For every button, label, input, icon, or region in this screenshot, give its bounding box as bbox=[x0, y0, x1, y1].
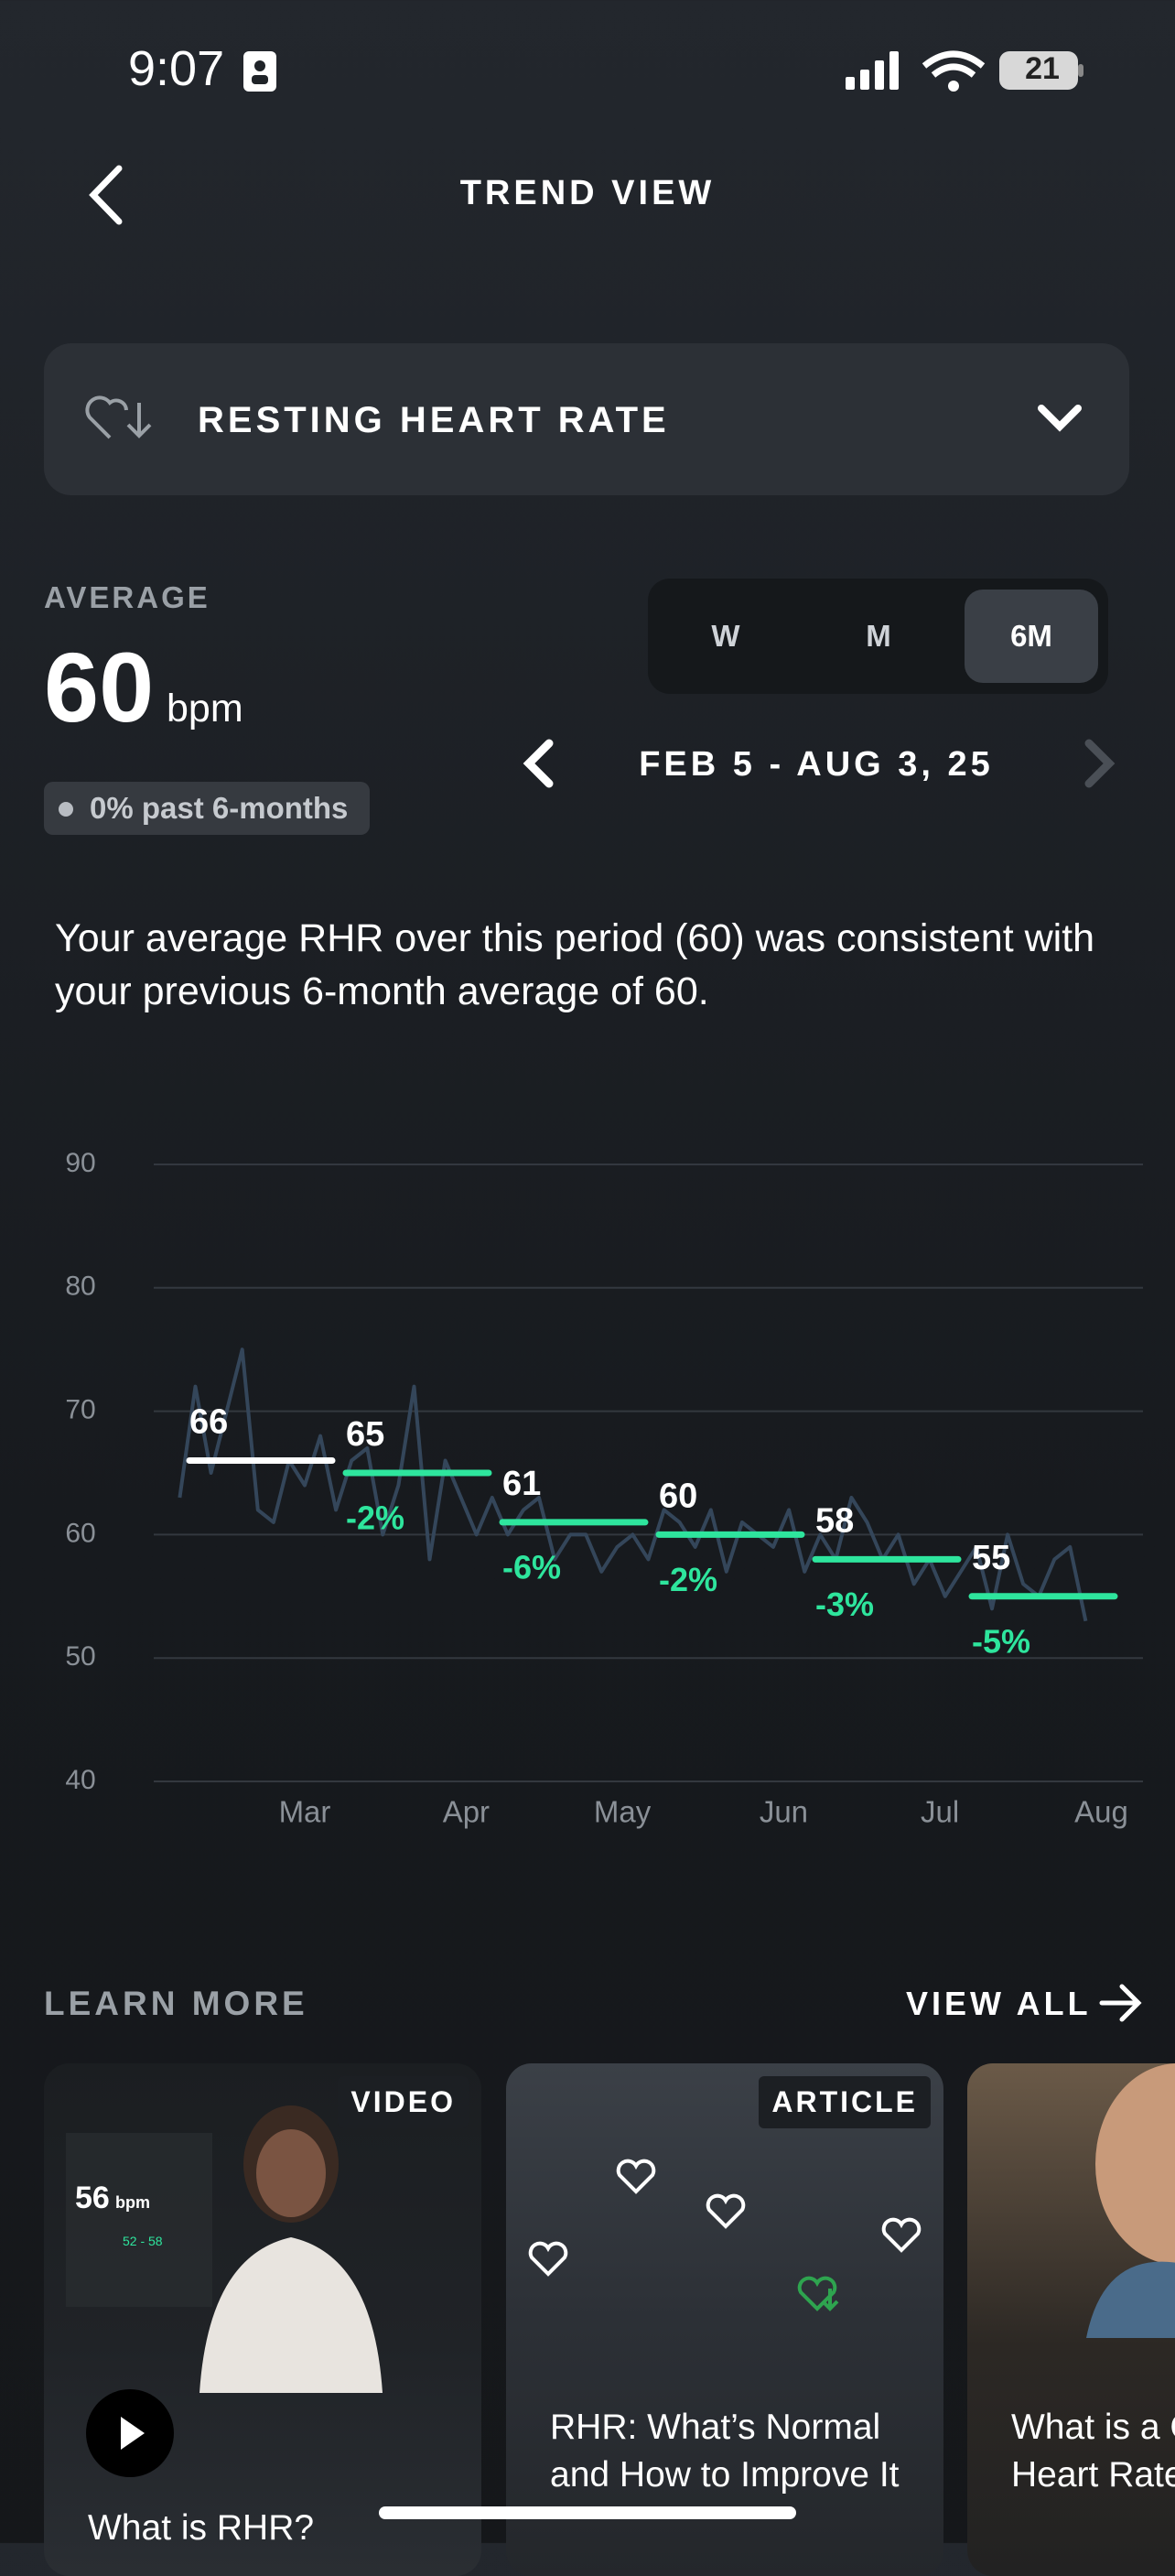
change-pill bbox=[44, 782, 370, 835]
battery-level: 21 bbox=[1025, 51, 1060, 86]
video-thumbnail bbox=[66, 2105, 383, 2393]
date-range: FEB 5 - AUG 3, 25 bbox=[639, 745, 994, 784]
average-label: 66 bbox=[189, 1403, 228, 1442]
next-range[interactable] bbox=[1080, 738, 1120, 789]
range-tab[interactable]: M bbox=[866, 619, 891, 653]
status-icons bbox=[846, 50, 1083, 92]
summary: Your average RHR over this period (60) w… bbox=[55, 916, 1095, 1013]
article-thumbnail bbox=[1086, 2063, 1175, 2338]
thumb-value: 56 bbox=[75, 2181, 110, 2215]
video-card[interactable]: 56 bpm 52 - 58 VIDEO What is RHR? bbox=[44, 2063, 481, 2576]
change-label: -2% bbox=[659, 1561, 717, 1598]
range-tabs: W M 6M bbox=[648, 579, 1108, 694]
status-time: 9:07 bbox=[128, 41, 225, 96]
thumb-range: 52 - 58 bbox=[123, 2234, 163, 2248]
x-tick-label: Jul bbox=[921, 1795, 959, 1829]
metric-label: RESTING HEART RATE bbox=[198, 400, 670, 440]
change-label: -5% bbox=[972, 1622, 1030, 1660]
change-label: -2% bbox=[346, 1499, 404, 1537]
y-tick-label: 90 bbox=[65, 1148, 95, 1178]
range-tab[interactable]: W bbox=[711, 619, 740, 653]
y-tick-label: 40 bbox=[65, 1765, 95, 1795]
page-title: TREND VIEW bbox=[459, 174, 716, 212]
change-label: -3% bbox=[815, 1586, 874, 1623]
home-indicator bbox=[379, 2506, 796, 2519]
daily-line bbox=[178, 1348, 1088, 1622]
average-label: 58 bbox=[815, 1501, 854, 1540]
back-button[interactable] bbox=[84, 163, 126, 227]
prev-range[interactable] bbox=[518, 738, 558, 789]
y-tick-label: 80 bbox=[65, 1272, 95, 1302]
card-title: What is a Good Resting Heart Rate by Age… bbox=[1011, 2408, 1175, 2495]
average-label: 65 bbox=[346, 1415, 384, 1454]
x-tick-label: Aug bbox=[1074, 1795, 1128, 1829]
thumb-unit: bpm bbox=[115, 2193, 150, 2212]
average-value: 60 bbox=[44, 632, 155, 742]
card-title: What is RHR? bbox=[88, 2508, 315, 2548]
learn-more-title: LEARN MORE bbox=[44, 1985, 308, 2022]
average-label: 61 bbox=[502, 1465, 541, 1503]
range-tab[interactable]: 6M bbox=[965, 590, 1098, 683]
view-all-arrow bbox=[1099, 1984, 1142, 2022]
article-card[interactable]: What is a Good Resting Heart Rate by Age… bbox=[967, 2063, 1175, 2576]
x-tick-label: Jun bbox=[760, 1795, 808, 1829]
card-tag: ARTICLE bbox=[759, 2076, 931, 2128]
x-tick-label: May bbox=[594, 1795, 652, 1829]
x-tick-label: Apr bbox=[443, 1795, 490, 1829]
x-tick-label: Mar bbox=[279, 1795, 331, 1829]
card-tag: VIDEO bbox=[338, 2076, 469, 2128]
article-card[interactable]: ARTICLE RHR: What’s Normal and How to Im… bbox=[506, 2063, 943, 2576]
y-tick-label: 60 bbox=[65, 1518, 95, 1548]
view-all[interactable]: VIEW ALL bbox=[906, 1985, 1092, 2022]
article-thumbnail bbox=[528, 2159, 922, 2311]
card-title: RHR: What’s Normal and How to Improve It bbox=[550, 2408, 900, 2495]
play-button[interactable] bbox=[86, 2389, 174, 2477]
average-unit: bpm bbox=[167, 687, 243, 731]
y-tick-label: 50 bbox=[65, 1641, 95, 1672]
average-label: AVERAGE bbox=[44, 580, 210, 614]
status-icon bbox=[243, 51, 276, 92]
dropdown-chevron bbox=[1038, 405, 1082, 432]
metric-icon bbox=[85, 395, 152, 439]
chart: 40 50 60 70 80 90 Mar Apr May Jun Jul Aug 66 65 -2% 61 -… bbox=[65, 1148, 1143, 1829]
average-label: 60 bbox=[659, 1477, 697, 1515]
change-label: -6% bbox=[502, 1548, 561, 1586]
average-label: 55 bbox=[972, 1539, 1010, 1577]
pill-dot bbox=[59, 802, 73, 817]
metric-selector[interactable] bbox=[44, 343, 1129, 495]
change-text: 0% past 6-months bbox=[90, 791, 349, 825]
y-tick-label: 70 bbox=[65, 1395, 95, 1425]
